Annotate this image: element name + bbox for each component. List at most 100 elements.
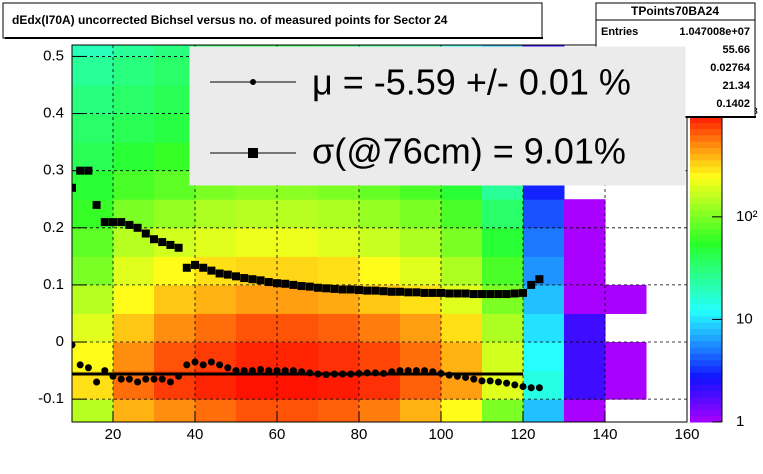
point xyxy=(264,278,273,287)
color-bar-step xyxy=(690,278,722,286)
point xyxy=(346,285,355,294)
point xyxy=(363,286,372,295)
y-tick-label: 0 xyxy=(56,333,64,350)
heat-cell xyxy=(523,227,565,257)
heat-cell xyxy=(318,199,360,229)
color-bar-step xyxy=(690,397,722,404)
color-bar-step xyxy=(690,384,722,392)
heat-cell xyxy=(318,227,360,257)
heat-cell xyxy=(113,56,155,86)
heat-cell xyxy=(441,284,483,314)
point xyxy=(494,290,503,299)
point xyxy=(158,238,167,247)
color-bar-step xyxy=(690,347,722,354)
heat-cell xyxy=(113,342,155,372)
x-tick-label: 100 xyxy=(428,426,453,443)
heat-cell xyxy=(482,199,524,229)
point xyxy=(486,290,495,299)
stats-title: TPoints70BA24 xyxy=(631,4,719,18)
point xyxy=(314,283,322,292)
legend-text: μ = -5.59 +/- 0.01 % xyxy=(312,62,631,103)
heat-cell xyxy=(72,113,114,143)
heat-cell xyxy=(564,227,606,257)
heat-cell xyxy=(441,342,483,372)
heat-cell xyxy=(318,399,360,422)
point xyxy=(257,365,265,373)
x-tick-label: 140 xyxy=(592,426,617,443)
point xyxy=(101,367,109,375)
point xyxy=(396,367,404,375)
heat-cell xyxy=(195,284,237,314)
point xyxy=(470,375,478,383)
x-tick-label: 160 xyxy=(674,426,699,443)
point xyxy=(240,367,248,375)
z-tick-label: 10 xyxy=(736,310,753,327)
color-bar-step xyxy=(690,322,722,329)
heat-cell xyxy=(72,56,114,86)
color-bar-step xyxy=(690,315,722,323)
point xyxy=(117,218,126,227)
heat-cell xyxy=(195,199,237,229)
heat-cell xyxy=(605,370,647,400)
point xyxy=(199,263,208,272)
heat-cell xyxy=(277,399,319,422)
point xyxy=(142,375,150,383)
point xyxy=(191,260,199,269)
heat-cell xyxy=(277,313,319,343)
color-bar-step xyxy=(690,309,722,317)
plot-frame xyxy=(71,44,688,423)
y-tick-label: 0.5 xyxy=(43,47,64,64)
heat-cell xyxy=(400,313,442,343)
heat-cell xyxy=(564,199,606,229)
color-bar-step xyxy=(690,284,722,292)
point xyxy=(125,375,133,383)
color-bar-step xyxy=(690,222,722,230)
heat-cell xyxy=(154,113,196,143)
point xyxy=(76,361,84,369)
heat-cell xyxy=(236,227,278,257)
point xyxy=(166,240,175,249)
heat-cell xyxy=(564,370,606,400)
point xyxy=(256,276,265,285)
point xyxy=(125,220,134,229)
point xyxy=(453,289,462,298)
y-tick-label: 0.3 xyxy=(43,162,64,179)
legend: μ = -5.59 +/- 0.01 % σ(@76cm) = 9.01% xyxy=(189,46,686,186)
stats-value: 55.66 xyxy=(722,44,750,56)
color-bar-step xyxy=(690,134,722,142)
x-tick-label: 80 xyxy=(351,426,368,443)
point xyxy=(215,269,224,278)
point xyxy=(84,364,92,372)
point xyxy=(265,367,273,375)
heat-cell xyxy=(441,199,483,229)
point xyxy=(134,378,142,386)
heat-cell xyxy=(482,342,524,372)
x-tick-label: 120 xyxy=(510,426,535,443)
y-tick-label: -0.1 xyxy=(38,390,64,407)
heat-cell xyxy=(359,313,401,343)
point xyxy=(232,272,240,281)
heat-cell xyxy=(441,399,483,422)
heat-cell xyxy=(113,45,155,57)
heat-cell xyxy=(482,227,524,257)
point xyxy=(289,367,297,375)
point xyxy=(462,373,470,381)
point xyxy=(72,183,76,192)
point xyxy=(224,364,232,372)
heat-cell xyxy=(400,256,442,286)
point xyxy=(166,378,174,386)
title-shadow xyxy=(5,37,543,39)
heat-cell xyxy=(113,313,155,343)
color-bar-step xyxy=(690,147,722,155)
point xyxy=(428,288,437,297)
point xyxy=(248,275,257,284)
color-bar-step xyxy=(690,153,722,161)
color-bar-step xyxy=(690,297,722,304)
heat-cell xyxy=(605,342,647,372)
color-bar-step xyxy=(690,141,722,148)
point xyxy=(109,218,117,227)
heat-cell xyxy=(523,199,565,229)
heat-cell xyxy=(400,399,442,422)
color-bar-step xyxy=(690,184,722,192)
heat-cell xyxy=(154,170,196,200)
